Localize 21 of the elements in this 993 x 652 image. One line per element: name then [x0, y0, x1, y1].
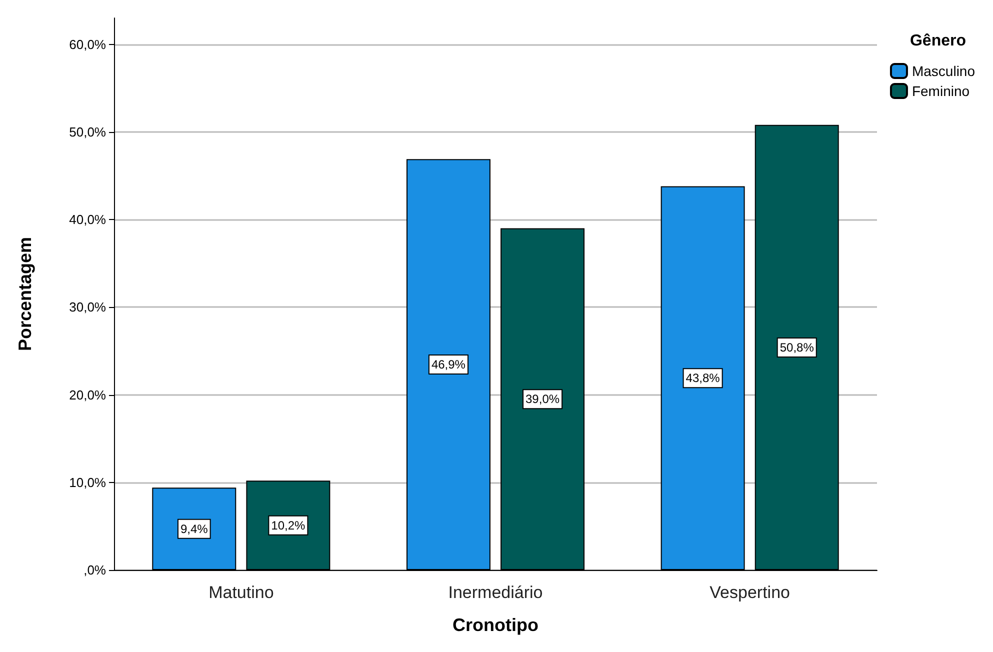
- x-tick-label: Inermediário: [448, 583, 543, 602]
- data-label: 39,0%: [526, 392, 560, 406]
- legend-title: Gênero: [910, 32, 966, 50]
- x-tick-label: Vespertino: [710, 583, 790, 602]
- legend-label: Feminino: [912, 83, 970, 99]
- data-label: 10,2%: [271, 518, 306, 532]
- y-tick-label: 40,0%: [69, 212, 106, 228]
- y-tick-label: 10,0%: [69, 474, 106, 490]
- y-tick-label: 30,0%: [69, 300, 106, 315]
- x-tick-label: Matutino: [208, 583, 274, 602]
- y-tick-label: 60,0%: [69, 36, 106, 52]
- data-label: 9,4%: [180, 522, 208, 536]
- y-tick-label: 50,0%: [69, 124, 106, 140]
- data-label: 50,8%: [780, 340, 814, 354]
- y-tick-label: ,0%: [84, 562, 106, 578]
- y-tick-label: 20,0%: [69, 387, 106, 402]
- data-label: 46,9%: [431, 358, 466, 372]
- data-label: 43,8%: [686, 371, 720, 386]
- legend-label: Masculino: [912, 63, 976, 79]
- x-axis-title: Cronotipo: [452, 615, 538, 635]
- y-axis-title: Porcentagem: [15, 236, 35, 352]
